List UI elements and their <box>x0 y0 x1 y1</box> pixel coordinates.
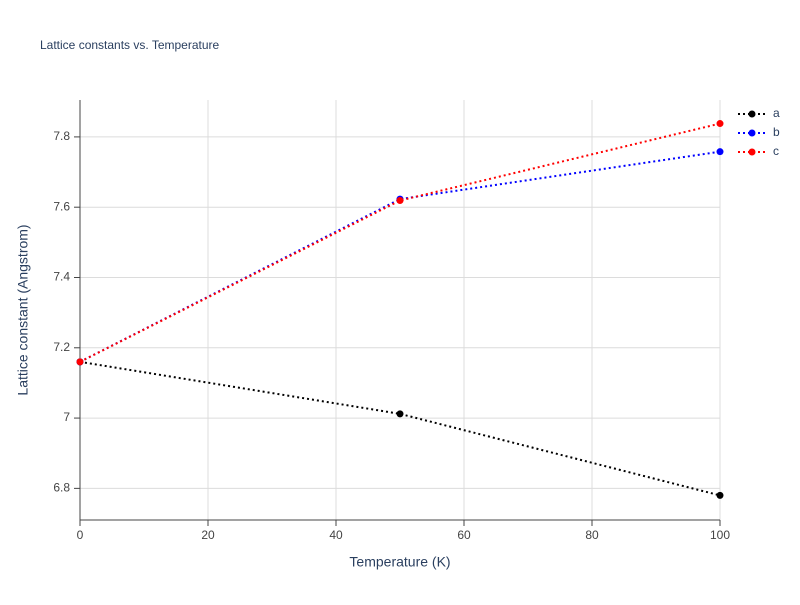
legend-label: c <box>773 144 779 158</box>
legend-label: b <box>773 125 780 139</box>
y-tick-label: 7 <box>63 410 70 424</box>
x-axis-label: Temperature (K) <box>349 554 450 570</box>
data-point <box>716 148 724 156</box>
series-line <box>79 360 721 497</box>
legend-marker <box>748 129 756 137</box>
y-tick-label: 7.2 <box>53 340 70 354</box>
data-point <box>396 410 404 418</box>
legend-label: a <box>773 106 780 120</box>
data-point <box>396 197 404 205</box>
chart-title: Lattice constants vs. Temperature <box>40 38 220 52</box>
y-tick-label: 6.8 <box>53 481 70 495</box>
x-tick-label: 40 <box>329 528 343 542</box>
data-point <box>716 120 724 128</box>
y-tick-label: 7.4 <box>53 270 70 284</box>
series-line <box>79 150 721 363</box>
x-tick-label: 20 <box>201 528 215 542</box>
data-point <box>76 358 84 366</box>
y-tick-label: 7.6 <box>53 199 70 213</box>
legend-marker <box>748 110 756 118</box>
x-tick-label: 100 <box>710 528 730 542</box>
x-tick-label: 0 <box>77 528 84 542</box>
legend-marker <box>748 148 756 156</box>
series-line <box>79 122 721 363</box>
x-tick-label: 60 <box>457 528 471 542</box>
y-tick-label: 7.8 <box>53 129 70 143</box>
data-point <box>716 491 724 499</box>
y-axis-label: Lattice constant (Angstrom) <box>15 224 31 395</box>
x-tick-label: 80 <box>585 528 599 542</box>
